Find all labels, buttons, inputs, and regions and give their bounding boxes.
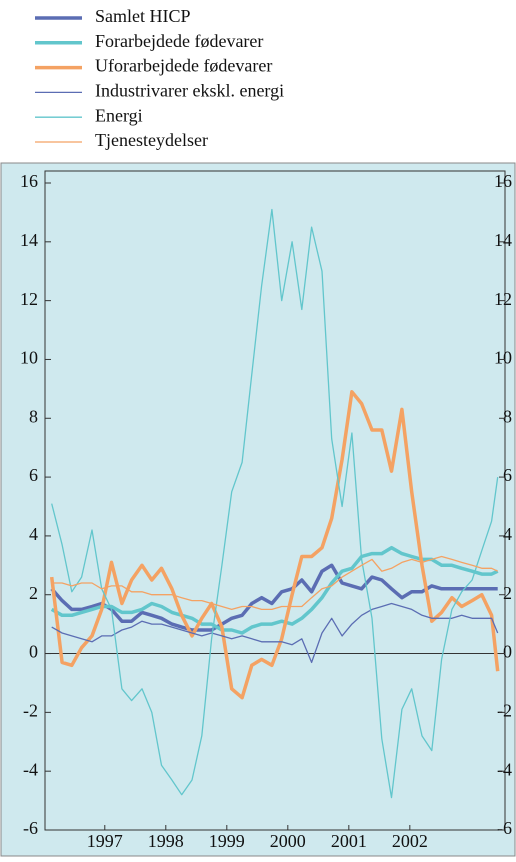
y-tick-label: -6 [23,818,38,838]
y-tick-label: 8 [29,406,38,426]
y2-tick-label: 16 [494,171,512,191]
x-tick-label: 2001 [331,831,367,851]
series-line [51,555,498,611]
y-tick-label: 14 [20,230,38,250]
legend-label: Forarbejdede fødevarer [95,31,263,51]
y2-tick-label: -6 [497,818,512,838]
y2-tick-label: 4 [503,524,512,544]
plot-background [0,162,516,857]
y2-tick-label: 14 [494,230,512,250]
legend-label: Tjenesteydelser [95,130,208,150]
y-tick-label: -2 [23,700,38,720]
y2-tick-label: 12 [494,289,512,309]
x-tick-label: 2000 [270,831,306,851]
legend-label: Uforarbejdede fødevarer [95,56,272,76]
y-tick-label: 0 [29,642,38,662]
plot-frame [44,170,506,831]
y-tick-label: 2 [29,583,38,603]
y2-tick-label: 8 [503,406,512,426]
legend-label: Energi [95,105,143,125]
y-tick-label: 16 [20,171,38,191]
y2-tick-label: -2 [497,700,512,720]
series-line [50,545,499,635]
legend-label: Samlet HICP [95,6,191,26]
series-line [49,390,500,700]
x-tick-label: 1999 [209,831,245,851]
series-line [51,208,499,799]
y-tick-label: 12 [20,289,38,309]
series-line [51,602,499,664]
y-tick-label: -4 [23,759,38,779]
y-tick-label: 10 [20,348,38,368]
y-tick-label: 4 [29,524,38,544]
y-tick-label: 6 [29,465,38,485]
y2-tick-label: 10 [494,348,512,368]
x-tick-label: 2002 [392,831,428,851]
x-tick-label: 1997 [87,831,123,851]
x-tick-label: 1998 [148,831,184,851]
y2-tick-label: -4 [497,759,512,779]
y2-tick-label: 0 [503,642,512,662]
y2-tick-label: 2 [503,583,512,603]
legend-label: Industrivarer ekskl. energi [95,81,284,101]
y2-tick-label: 6 [503,465,512,485]
